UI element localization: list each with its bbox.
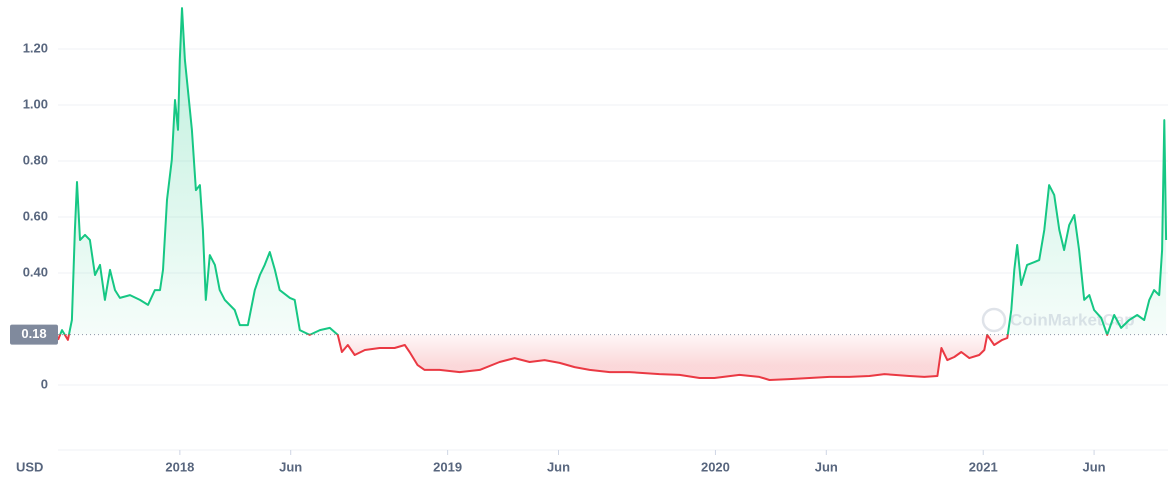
y-tick-label: 0.60 (23, 208, 48, 223)
area (58, 8, 1167, 380)
x-tick-label: Jun (279, 459, 302, 474)
watermark-logo (981, 307, 1007, 333)
x-tick-label: 2020 (701, 459, 730, 474)
y-tick-label: 0.80 (23, 152, 48, 167)
x-tick-label: 2018 (165, 459, 194, 474)
y-tick-label: 1.20 (23, 40, 48, 55)
x-axis-label: USD (16, 459, 43, 474)
y-tick-label: 1.00 (23, 96, 48, 111)
baseline-badge (10, 324, 58, 345)
baseline-label: 0.18 (21, 326, 46, 341)
x-tick-label: Jun (815, 459, 838, 474)
price-line (57, 7, 1168, 381)
x-tick-label: 2021 (969, 459, 998, 474)
y-tick-label: 0.40 (23, 264, 48, 279)
y-tick-label: 0 (41, 376, 48, 391)
x-tick-label: Jun (547, 459, 570, 474)
x-tick-label: Jun (1083, 459, 1106, 474)
x-tick-label: 2019 (433, 459, 462, 474)
